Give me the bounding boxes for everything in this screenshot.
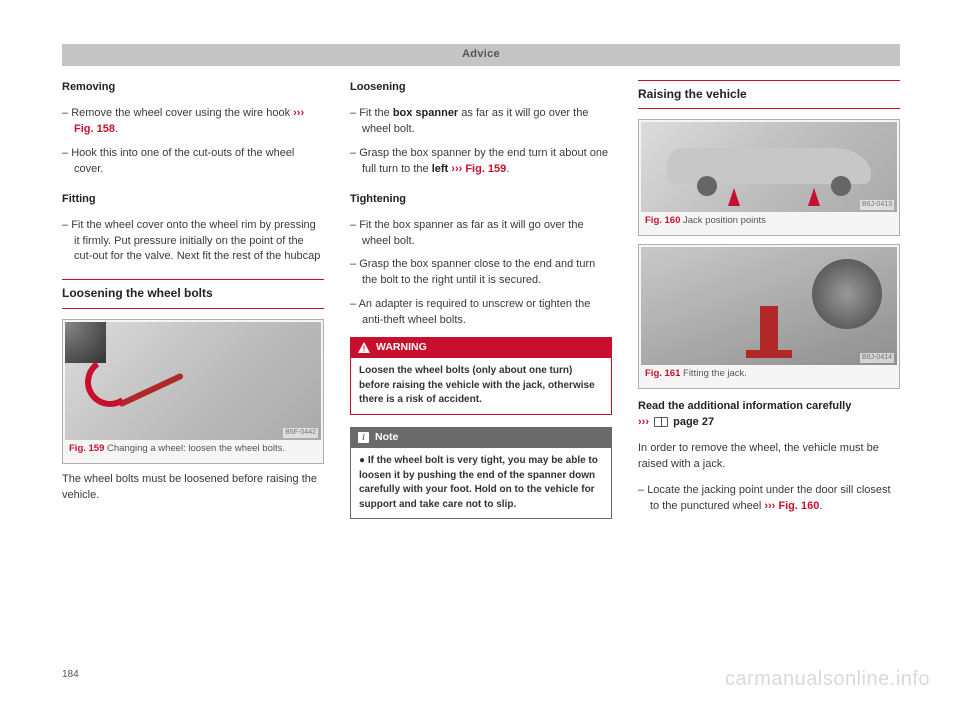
read-more-page: page 27: [673, 416, 714, 428]
warning-label: WARNING: [376, 340, 427, 355]
warning-icon: !: [358, 342, 370, 353]
text: Remove the wheel cover using the wire ho…: [71, 107, 293, 119]
svg-text:!: !: [363, 345, 366, 354]
figure-161-tag: B6J-0414: [860, 353, 894, 363]
columns: Removing Remove the wheel cover using th…: [62, 80, 900, 523]
column-left: Removing Remove the wheel cover using th…: [62, 80, 324, 523]
left-strong: left: [432, 163, 452, 175]
tightening-step-2: Grasp the box spanner close to the end a…: [350, 257, 612, 289]
figure-160: B6J-0413 Fig. 160 Jack position points: [638, 119, 900, 236]
figure-161-number: Fig. 161: [645, 368, 680, 379]
figure-160-caption: Fig. 160 Jack position points: [641, 212, 897, 233]
note-bullet: ●: [359, 455, 365, 466]
figure-159-image: B5F-0442: [65, 322, 321, 440]
tightening-step-1: Fit the box spanner as far as it will go…: [350, 218, 612, 250]
column-middle: Loosening Fit the box spanner as far as …: [350, 80, 612, 523]
tightening-heading: Tightening: [350, 192, 612, 208]
note-text: If the wheel bolt is very tight, you may…: [359, 455, 598, 510]
text: Fit the: [359, 107, 393, 119]
loosening-step-1: Fit the box spanner as far as it will go…: [350, 106, 612, 138]
figure-160-image: B6J-0413: [641, 122, 897, 212]
raise-step-1: Locate the jacking point under the door …: [638, 483, 900, 515]
page-number: 184: [62, 668, 79, 683]
figure-159: B5F-0442 Fig. 159 Changing a wheel: loos…: [62, 319, 324, 464]
figure-161-text: Fitting the jack.: [683, 368, 747, 379]
ref-fig-160: ››› Fig. 160: [764, 500, 819, 512]
figure-159-number: Fig. 159: [69, 443, 104, 454]
text: .: [819, 500, 822, 512]
raise-intro: In order to remove the wheel, the vehicl…: [638, 441, 900, 473]
removing-heading: Removing: [62, 80, 324, 96]
watermark: carmanualsonline.info: [725, 665, 930, 694]
figure-159-text: Changing a wheel: loosen the wheel bolts…: [107, 443, 285, 454]
text: .: [506, 163, 509, 175]
removing-step-1: Remove the wheel cover using the wire ho…: [62, 106, 324, 138]
figure-160-text: Jack position points: [683, 215, 766, 226]
figure-160-number: Fig. 160: [645, 215, 680, 226]
section-raising-vehicle: Raising the vehicle: [638, 80, 900, 109]
warning-body: Loosen the wheel bolts (only about one t…: [350, 358, 612, 415]
section-loosening-bolts: Loosening the wheel bolts: [62, 279, 324, 308]
wheel-closeup: [812, 259, 882, 329]
fitting-heading: Fitting: [62, 192, 324, 208]
wheel-rear: [831, 176, 851, 196]
jack-illustration: [760, 306, 778, 356]
read-more: Read the additional information carefull…: [638, 399, 900, 431]
note-label: Note: [375, 430, 398, 445]
ref-fig-159: ››› Fig. 159: [451, 163, 506, 175]
page: Advice Removing Remove the wheel cover u…: [0, 0, 960, 553]
removing-step-2: Hook this into one of the cut-outs of th…: [62, 146, 324, 178]
figure-161: B6J-0414 Fig. 161 Fitting the jack.: [638, 244, 900, 389]
loosen-before-raise: The wheel bolts must be loosened before …: [62, 472, 324, 504]
book-icon: [654, 417, 668, 427]
figure-160-tag: B6J-0413: [860, 200, 894, 210]
fitting-step-1: Fit the wheel cover onto the wheel rim b…: [62, 218, 324, 266]
tightening-step-3: An adapter is required to unscrew or tig…: [350, 297, 612, 329]
column-right: Raising the vehicle B6J-0413 Fig. 160 Ja…: [638, 80, 900, 523]
warning-header: ! WARNING: [350, 337, 612, 358]
loosening-heading: Loosening: [350, 80, 612, 96]
figure-161-image: B6J-0414: [641, 247, 897, 365]
info-icon: i: [358, 432, 369, 443]
wheel-front: [697, 176, 717, 196]
jack-arrow-1: [728, 188, 740, 206]
note-header: i Note: [350, 427, 612, 448]
box-spanner-strong: box spanner: [393, 107, 458, 119]
figure-159-tag: B5F-0442: [283, 428, 318, 438]
wheel-illustration: [65, 322, 106, 363]
header-bar: Advice: [62, 44, 900, 66]
text: .: [115, 123, 118, 135]
read-more-text: Read the additional information carefull…: [638, 400, 851, 412]
figure-159-caption: Fig. 159 Changing a wheel: loosen the wh…: [65, 440, 321, 461]
note-body: ● If the wheel bolt is very tight, you m…: [350, 448, 612, 519]
figure-161-caption: Fig. 161 Fitting the jack.: [641, 365, 897, 386]
loosening-step-2: Grasp the box spanner by the end turn it…: [350, 146, 612, 178]
read-more-ref: ›››: [638, 416, 649, 428]
jack-arrow-2: [808, 188, 820, 206]
